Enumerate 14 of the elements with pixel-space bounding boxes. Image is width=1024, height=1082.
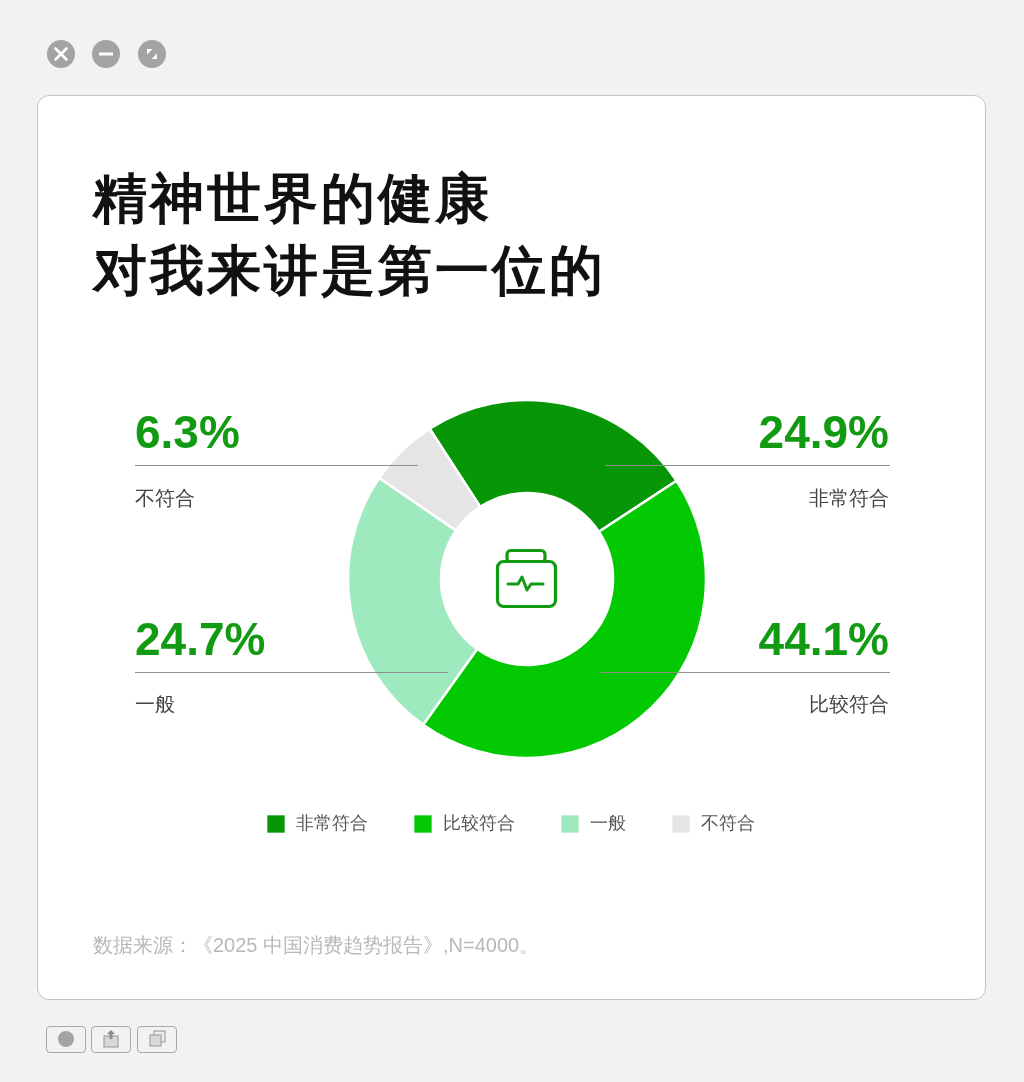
source-note: 数据来源：《2025 中国消费趋势报告》,N=4000。 [93,933,540,958]
chart-title: 精神世界的健康对我来讲是第一位的 [93,167,607,302]
data-label: 44.1% [758,613,889,665]
data-label: 24.7% [135,613,266,665]
legend-label: 比较符合 [443,813,515,833]
category-label: 不符合 [135,487,195,509]
category-label: 一般 [135,693,175,715]
category-label: 非常符合 [809,487,889,509]
legend-label: 一般 [590,813,626,833]
data-label: 24.9% [758,406,889,458]
slice-label: 比较符合 [809,693,889,715]
data-label: 6.3% [135,406,240,458]
legend-label: 非常符合 [296,813,368,833]
legend-label: 不符合 [701,813,755,833]
